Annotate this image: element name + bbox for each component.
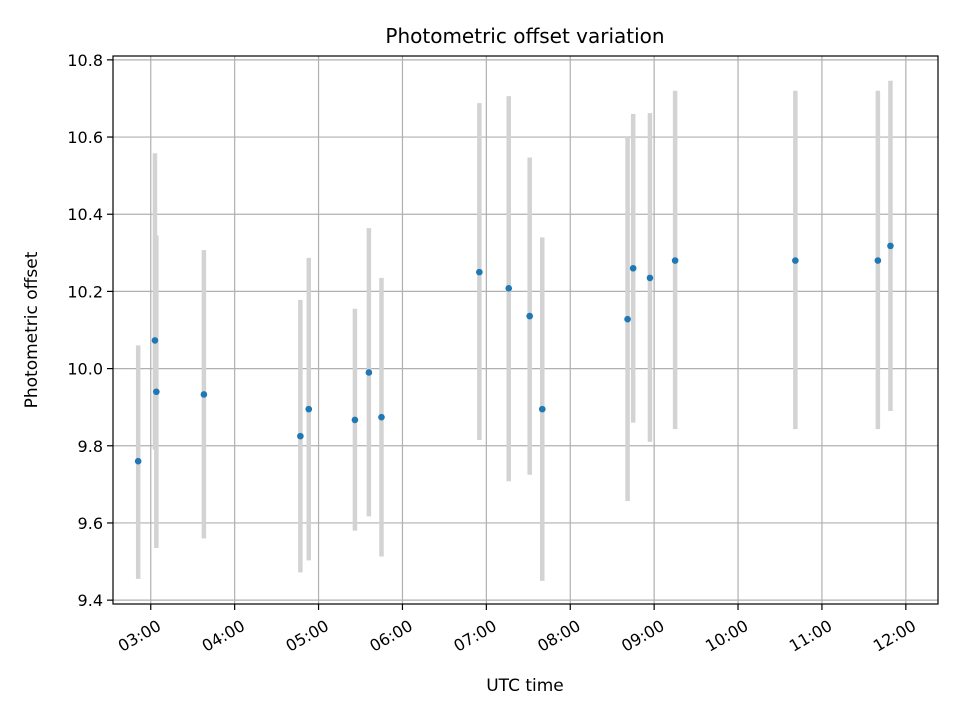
data-point bbox=[134, 457, 142, 465]
data-point bbox=[646, 274, 654, 282]
y-axis-label: Photometric offset bbox=[22, 251, 42, 408]
data-point bbox=[887, 242, 894, 250]
x-axis-label: UTC time bbox=[486, 676, 564, 696]
y-axis: 9.4 9.6 9.8 10.0 10.2 10.4 10.6 10.8 bbox=[67, 51, 113, 610]
y-tick-label: 10.6 bbox=[67, 128, 103, 147]
grid bbox=[113, 56, 938, 604]
data-point bbox=[671, 257, 679, 264]
data-point bbox=[153, 388, 160, 396]
data-point bbox=[792, 257, 799, 264]
data-point bbox=[297, 432, 304, 440]
data-point bbox=[538, 405, 546, 413]
chart-title: Photometric offset variation bbox=[385, 24, 664, 48]
y-tick-label: 9.4 bbox=[78, 591, 103, 610]
y-tick-label: 9.6 bbox=[78, 514, 103, 533]
data-point bbox=[874, 257, 882, 264]
y-tick-label: 10.0 bbox=[67, 360, 103, 379]
data-point bbox=[476, 268, 483, 276]
y-tick-label: 9.8 bbox=[78, 437, 103, 456]
data-point bbox=[365, 369, 373, 376]
data-point bbox=[351, 416, 359, 424]
data-point bbox=[151, 337, 159, 344]
data-point bbox=[200, 391, 208, 398]
data-point bbox=[526, 312, 533, 320]
y-tick-label: 10.2 bbox=[67, 282, 103, 301]
y-tick-label: 10.4 bbox=[67, 205, 103, 224]
data-points bbox=[134, 242, 894, 465]
data-point bbox=[378, 413, 385, 421]
data-point bbox=[505, 285, 513, 292]
data-point bbox=[629, 264, 637, 272]
data-point bbox=[624, 315, 631, 323]
data-point bbox=[305, 405, 313, 413]
plot-area-frame bbox=[112, 55, 939, 605]
y-tick-label: 10.8 bbox=[67, 51, 103, 70]
